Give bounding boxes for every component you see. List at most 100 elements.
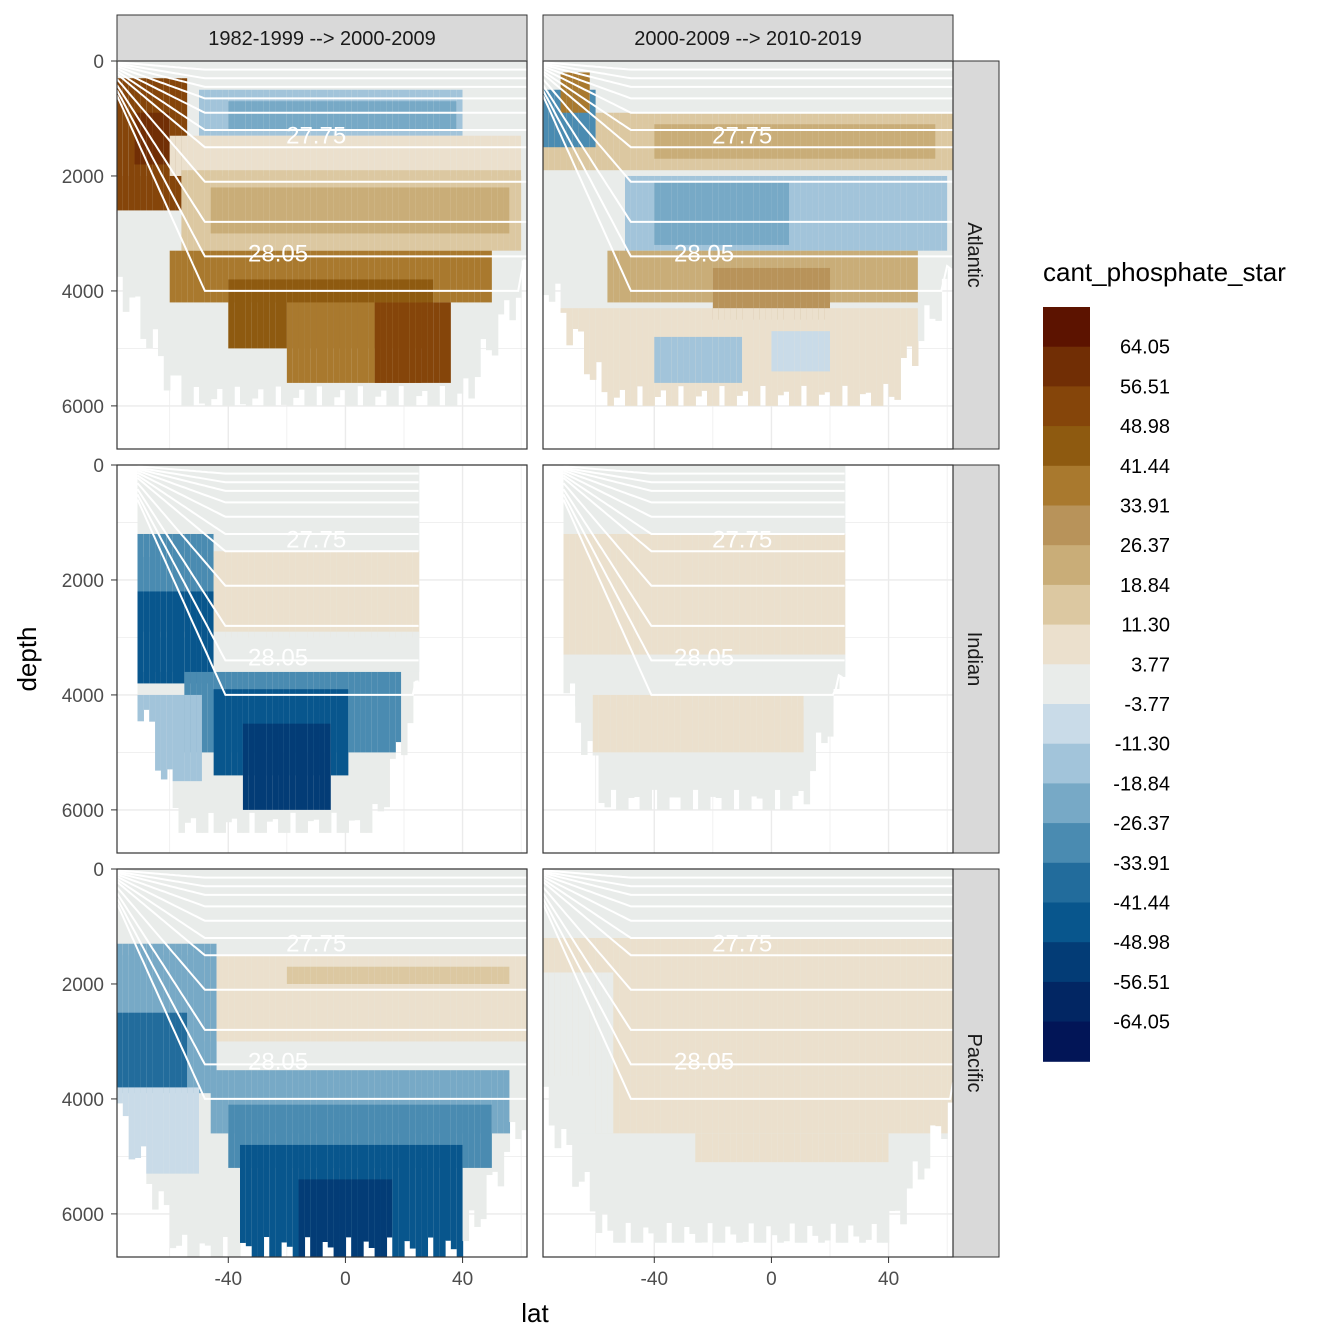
field-cell: [622, 533, 629, 655]
field-cell: [578, 972, 585, 1134]
field-cell: [771, 1133, 778, 1163]
field-cell: [578, 89, 585, 148]
field-cell: [213, 465, 221, 557]
field-cell: [333, 187, 341, 234]
field-cell: [330, 689, 338, 776]
field-cell: [569, 465, 576, 534]
field-cell: [812, 124, 819, 159]
field-cell: [421, 869, 429, 956]
field-cell: [254, 631, 262, 672]
panel-field: [563, 465, 846, 810]
field-cell: [122, 869, 130, 956]
field-cell: [622, 752, 629, 810]
field-cell: [298, 966, 306, 984]
legend-label: -64.05: [1113, 1012, 1170, 1034]
field-cell: [900, 869, 907, 938]
field-cell: [783, 1133, 790, 1242]
field-cell: [762, 694, 770, 753]
isopycnal-line: [543, 903, 953, 1100]
field-cell: [395, 631, 402, 672]
field-cell: [589, 1133, 597, 1212]
field-cell: [894, 1133, 901, 1211]
field-cell: [480, 1104, 487, 1168]
field-cell: [371, 671, 379, 753]
field-cell: [146, 1087, 153, 1174]
field-cell: [800, 1075, 808, 1134]
field-cell: [876, 250, 884, 303]
field-cell: [701, 937, 708, 1076]
field-cell: [657, 533, 664, 655]
field-cell: [439, 187, 446, 234]
field-cell: [409, 869, 417, 1249]
field-cell: [415, 187, 423, 234]
field-cell: [398, 955, 405, 1042]
field-cell: [789, 1133, 796, 1224]
field-cell: [333, 869, 341, 1257]
legend-label: -33.91: [1113, 853, 1170, 875]
field-cell: [803, 533, 811, 655]
field-cell: [809, 465, 816, 534]
field-cell: [240, 955, 247, 1042]
field-cell: [155, 591, 162, 684]
field-cell: [421, 187, 429, 234]
field-cell: [736, 1075, 743, 1134]
field-cell: [595, 869, 603, 938]
field-cell: [589, 972, 597, 1134]
field-cell: [830, 937, 837, 1076]
field-cell: [386, 250, 393, 303]
field-cell: [929, 124, 937, 159]
field-cell: [439, 101, 446, 130]
isopycnal-contours: [562, 465, 846, 696]
field-cell: [292, 101, 300, 130]
field-cell: [797, 533, 805, 655]
field-cell: [654, 181, 661, 245]
field-cell: [554, 1133, 562, 1149]
field-cell: [654, 250, 661, 303]
legend-label: 41.44: [1120, 456, 1170, 478]
field-cell: [310, 869, 317, 956]
field-cell: [774, 533, 781, 655]
field-cell: [324, 465, 332, 557]
field-cell: [322, 101, 329, 130]
field-cell: [566, 1133, 573, 1145]
field-cell: [392, 1144, 399, 1257]
field-cell: [509, 170, 516, 251]
field-cell: [342, 689, 349, 776]
isopycnal-label: 27.75: [712, 931, 772, 958]
field-cell: [155, 465, 162, 557]
field-cell: [134, 1012, 142, 1088]
field-cell: [374, 187, 382, 234]
field-cell: [625, 61, 632, 119]
field-cell: [671, 1075, 679, 1134]
field-cell: [835, 308, 843, 406]
field-cell: [818, 124, 825, 159]
field-cell: [701, 869, 708, 938]
field-cell: [254, 551, 262, 638]
field-cell: [219, 689, 226, 776]
isopycnal-line: [543, 70, 953, 131]
field-cell: [433, 955, 440, 1042]
field-cell: [668, 533, 676, 655]
field-cell: [642, 937, 650, 1076]
field-cell: [753, 267, 761, 320]
field-cell: [677, 61, 685, 119]
field-cell: [445, 101, 452, 130]
field-cell: [765, 267, 773, 320]
field-cell: [929, 869, 937, 938]
field-cell: [736, 1133, 743, 1243]
field-cell: [146, 1012, 153, 1088]
field-cell: [269, 1070, 276, 1134]
field-cell: [724, 124, 732, 159]
field-cell: [263, 135, 270, 176]
field-cell: [835, 869, 843, 938]
x-tick-label: 0: [340, 1269, 351, 1290]
field-cell: [794, 869, 802, 938]
field-cell: [683, 1075, 691, 1134]
field-cell: [468, 61, 475, 176]
field-cell: [824, 175, 831, 251]
legend-key: [1043, 624, 1090, 665]
field-cell: [759, 937, 767, 1076]
isopycnal-line: [543, 878, 953, 939]
field-cell: [327, 869, 335, 956]
field-cell: [357, 250, 364, 303]
